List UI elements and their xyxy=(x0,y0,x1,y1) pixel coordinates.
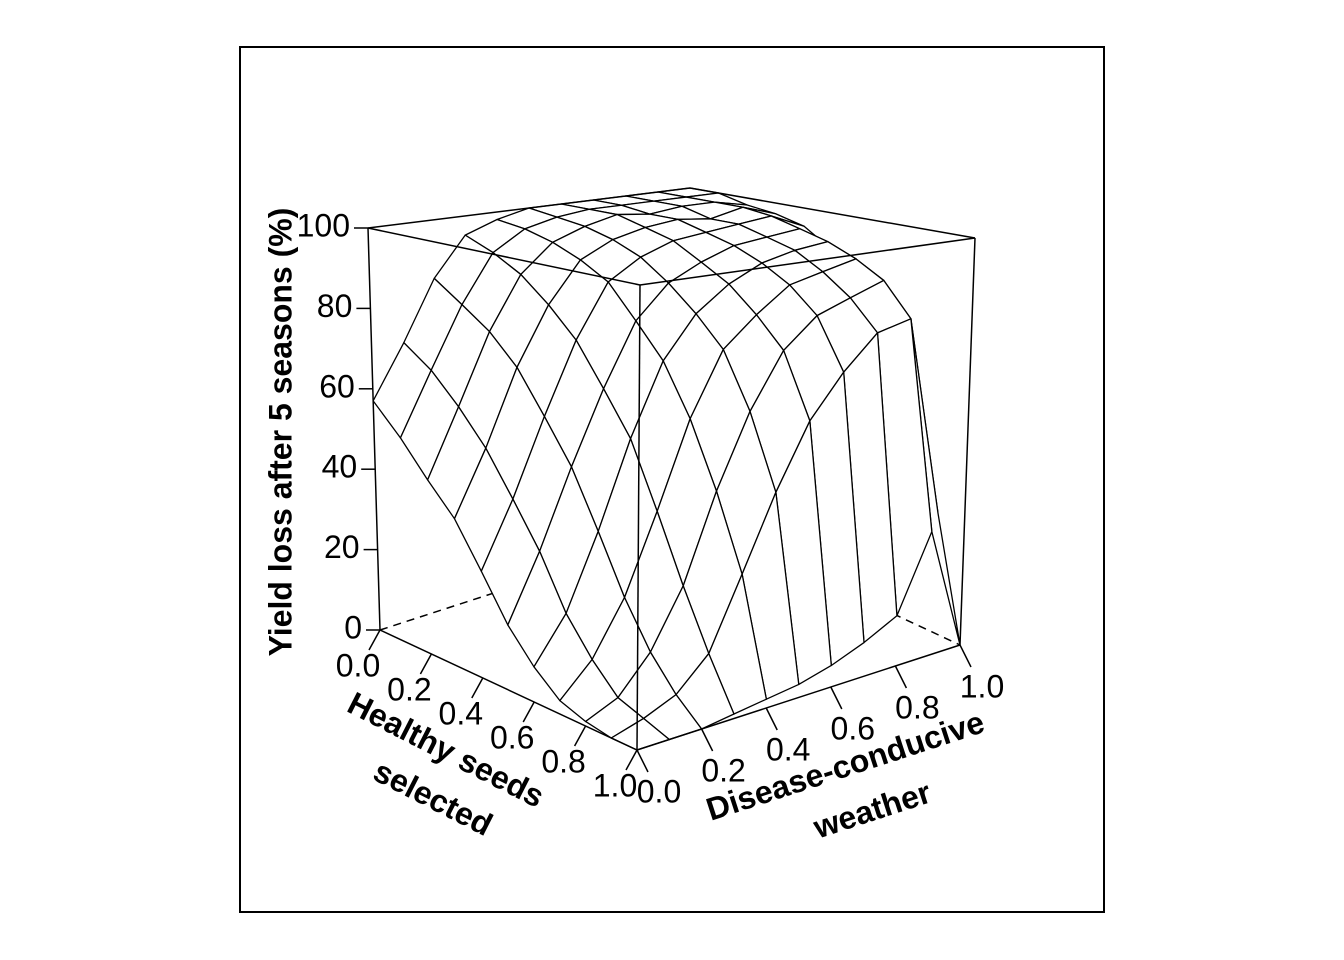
box-edge xyxy=(367,187,691,229)
x-tick-label: 0.0 xyxy=(336,647,380,683)
plot-frame xyxy=(239,46,1105,913)
x-tick xyxy=(625,749,638,771)
x-tick-label: 0.6 xyxy=(490,719,534,755)
box-edge xyxy=(636,284,641,751)
y-tick xyxy=(830,686,843,710)
box-edge xyxy=(379,629,638,751)
box-edge xyxy=(689,187,976,239)
z-tick-label: 20 xyxy=(324,529,360,565)
x-tick-label: 1.0 xyxy=(593,767,637,803)
y-tick xyxy=(959,644,972,668)
surface xyxy=(372,187,961,751)
box-edge xyxy=(367,227,641,286)
box-edge xyxy=(959,237,976,646)
z-tick-label: 0 xyxy=(344,609,362,645)
x-tick-label: 0.4 xyxy=(439,695,483,731)
y-tick-label: 0.8 xyxy=(895,689,939,725)
box-edge xyxy=(636,644,961,751)
x-tick xyxy=(522,701,535,723)
y-tick xyxy=(636,749,649,773)
y-tick xyxy=(894,665,908,689)
z-tick-label: 100 xyxy=(297,207,350,243)
x-tick-label: 0.8 xyxy=(541,743,585,779)
x-tick xyxy=(368,629,381,651)
y-tick-label: 0.4 xyxy=(766,731,810,767)
x-tick xyxy=(471,677,484,699)
y-tick-label: 0.0 xyxy=(637,773,681,809)
x-tick xyxy=(419,653,433,675)
x-tick-label: 0.2 xyxy=(387,671,431,707)
x-tick xyxy=(573,725,587,747)
z-tick-label: 80 xyxy=(317,288,353,324)
y-tick xyxy=(765,707,778,731)
box-edge xyxy=(639,237,976,286)
z-tick-label: 60 xyxy=(319,368,355,404)
box-edge xyxy=(367,227,381,631)
y-tick-label: 0.2 xyxy=(701,752,745,788)
y-tick-label: 0.6 xyxy=(831,710,875,746)
z-tick-label: 40 xyxy=(322,449,358,485)
z-axis-title: Yield loss after 5 seasons (%) xyxy=(262,208,298,657)
y-tick xyxy=(700,728,714,752)
y-tick-label: 1.0 xyxy=(960,668,1004,704)
